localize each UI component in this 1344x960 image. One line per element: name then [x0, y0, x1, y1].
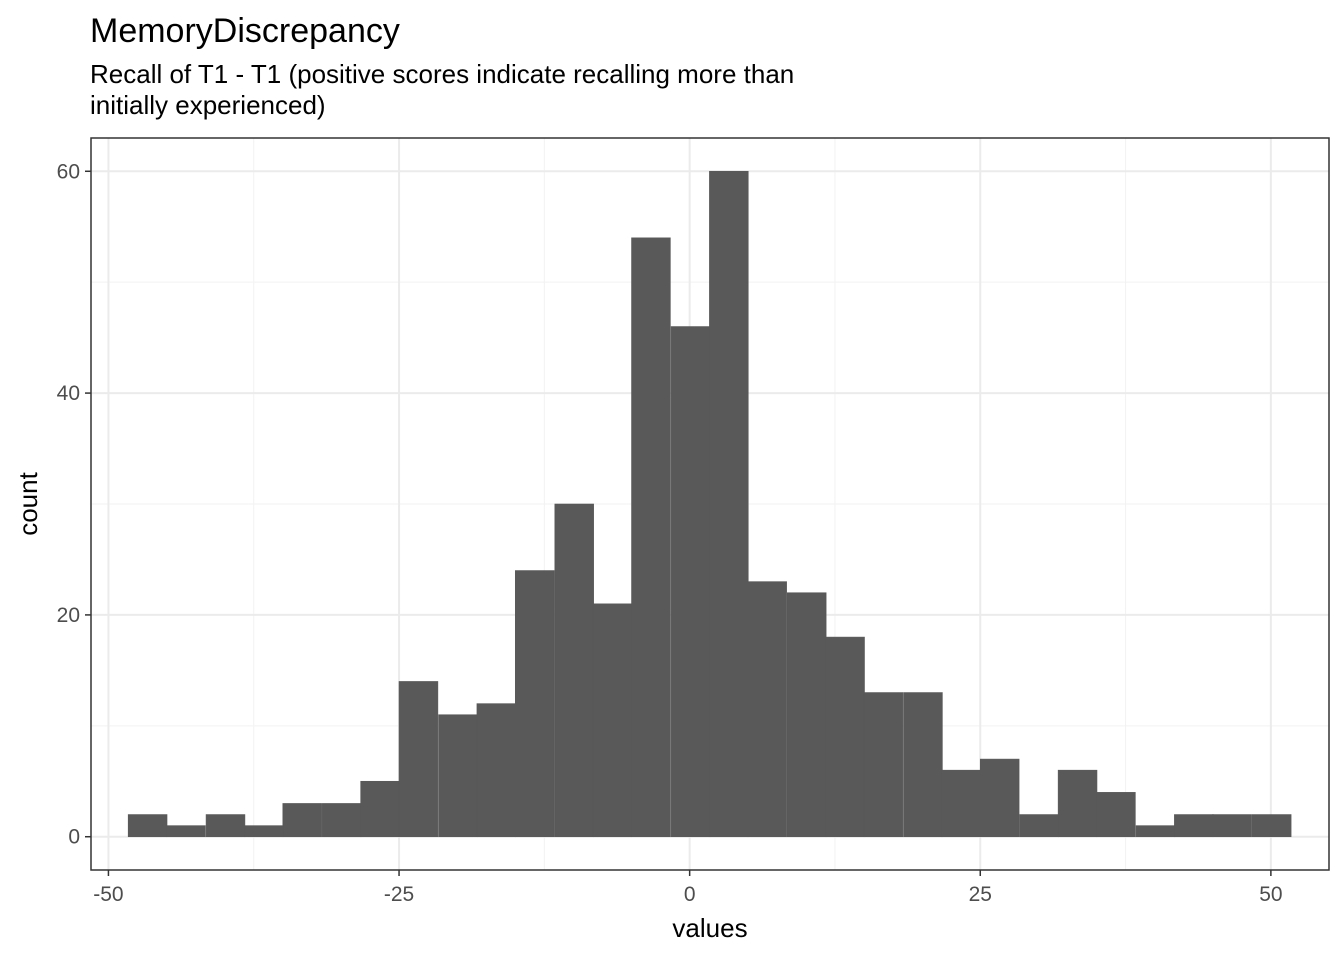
- histogram-bar: [903, 692, 943, 838]
- x-tick-label: 25: [969, 883, 992, 906]
- y-tick-label: 40: [57, 382, 80, 405]
- x-tick-label: 0: [684, 883, 696, 906]
- histogram-bar: [514, 570, 555, 838]
- x-axis: -50 -25 0 25 50: [93, 870, 1283, 906]
- histogram-bar: [670, 326, 711, 838]
- y-axis: 0 20 40 60: [57, 160, 91, 849]
- histogram-bar: [554, 503, 594, 838]
- histogram-bars: [127, 170, 1292, 838]
- y-tick-label: 0: [68, 826, 80, 849]
- x-tick-label: -50: [93, 883, 123, 906]
- y-tick-label: 60: [57, 160, 80, 183]
- histogram-bar: [166, 825, 206, 838]
- histogram-bar: [941, 769, 982, 838]
- x-tick-label: -25: [384, 883, 414, 906]
- histogram-bar: [360, 780, 400, 838]
- histogram-bar: [709, 170, 749, 838]
- histogram-bar: [1096, 792, 1136, 838]
- histogram-bar: [1212, 814, 1252, 838]
- histogram-bar: [1251, 814, 1292, 838]
- histogram-bar: [244, 825, 284, 838]
- histogram-bar: [438, 714, 478, 838]
- histogram-bar: [979, 758, 1020, 838]
- histogram-bar: [282, 803, 322, 838]
- histogram-bar: [1057, 769, 1098, 838]
- chart-subtitle-line-2: initially experienced): [90, 90, 326, 120]
- chart-subtitle-line-1: Recall of T1 - T1 (positive scores indic…: [90, 59, 794, 89]
- histogram-bar: [747, 581, 787, 838]
- x-tick-label: 50: [1259, 883, 1282, 906]
- histogram-bar: [398, 681, 439, 838]
- histogram-bar: [322, 803, 362, 838]
- y-axis-title: count: [13, 471, 43, 535]
- histogram-bar: [863, 692, 904, 838]
- histogram-bar: [787, 592, 827, 838]
- chart-title: MemoryDiscrepancy: [90, 12, 400, 50]
- histogram-bar: [1135, 825, 1176, 838]
- x-axis-title: values: [672, 913, 747, 943]
- histogram-bar: [205, 814, 246, 838]
- histogram-bar: [1019, 814, 1059, 838]
- plot-border: [90, 137, 1330, 871]
- histogram-bar: [592, 603, 633, 838]
- histogram-bar: [127, 814, 168, 838]
- histogram-bar: [1174, 814, 1214, 838]
- histogram-bar: [631, 237, 671, 838]
- histogram-bar: [476, 703, 517, 838]
- histogram-bar: [825, 636, 865, 838]
- y-tick-label: 20: [57, 604, 80, 627]
